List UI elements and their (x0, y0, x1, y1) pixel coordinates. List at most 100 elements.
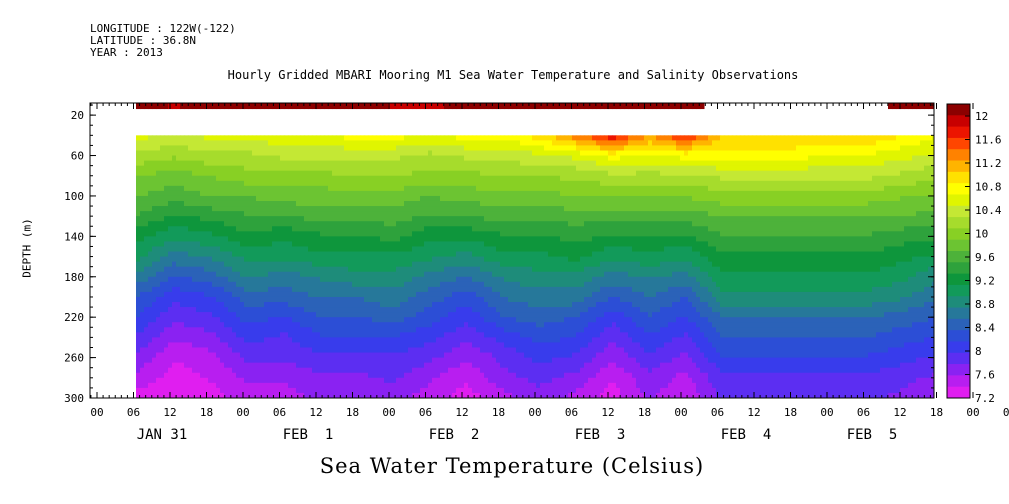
heatmap-cell (316, 251, 321, 258)
heatmap-cell (292, 302, 297, 308)
heatmap-cell (420, 392, 425, 398)
heatmap-cell (344, 216, 349, 222)
heatmap-cell (252, 251, 257, 258)
heatmap-cell (164, 392, 169, 398)
heatmap-cell (136, 342, 141, 348)
heatmap-cell (376, 322, 381, 328)
heatmap-cell (312, 211, 317, 217)
heatmap-cell (324, 165, 329, 172)
heatmap-cell (344, 251, 349, 258)
heatmap-cell (464, 312, 469, 318)
heatmap-cell (508, 165, 513, 172)
heatmap-cell (228, 256, 233, 263)
heatmap-cell (216, 195, 221, 202)
heatmap-cell (416, 261, 421, 268)
heatmap-cell (448, 150, 453, 157)
heatmap-cell (336, 236, 341, 242)
heatmap-cell (392, 185, 397, 192)
heatmap-cell (432, 256, 437, 263)
heatmap-cell (148, 155, 153, 162)
heatmap-cell (280, 266, 285, 273)
heatmap-cell (168, 271, 173, 278)
heatmap-cell (292, 347, 297, 354)
heatmap-cell (456, 367, 461, 374)
heatmap-cell (148, 302, 153, 308)
heatmap-cell (236, 231, 241, 237)
heatmap-cell (224, 271, 229, 278)
heatmap-cell (384, 256, 389, 263)
heatmap-cell (396, 251, 401, 258)
heatmap-cell (292, 155, 297, 162)
heatmap-cell (304, 357, 309, 364)
heatmap-cell (508, 150, 513, 157)
heatmap-cell (156, 135, 161, 141)
heatmap-cell (488, 211, 493, 217)
heatmap-cell (240, 170, 245, 177)
heatmap-cell (184, 160, 189, 167)
heatmap-cell (252, 175, 257, 182)
heatmap-cell (168, 135, 173, 141)
heatmap-cell (484, 200, 489, 207)
heatmap-cell (484, 251, 489, 258)
heatmap-cell (428, 322, 433, 328)
heatmap-cell (236, 160, 241, 167)
heatmap-cell (444, 392, 449, 398)
heatmap-cell (304, 206, 309, 212)
heatmap-cell (416, 322, 421, 328)
heatmap-cell (204, 291, 209, 298)
heatmap-cell (276, 135, 281, 141)
heatmap-cell (248, 216, 253, 222)
heatmap-cell (196, 180, 201, 187)
heatmap-cell (240, 256, 245, 263)
heatmap-cell (444, 276, 449, 283)
heatmap-cell (236, 352, 241, 359)
heatmap-cell (408, 231, 413, 237)
heatmap-cell (456, 251, 461, 258)
heatmap-cell (208, 175, 213, 182)
heatmap-cell (244, 226, 249, 232)
heatmap-cell (140, 317, 145, 323)
heatmap-cell (140, 226, 145, 232)
heatmap-cell (200, 382, 205, 389)
heatmap-cell (472, 195, 477, 202)
heatmap-cell (364, 377, 369, 384)
heatmap-cell (360, 175, 365, 182)
heatmap-cell (144, 372, 149, 379)
heatmap-cell (416, 206, 421, 212)
heatmap-cell (292, 140, 297, 146)
heatmap-cell (328, 241, 333, 247)
heatmap-cell (168, 145, 173, 151)
heatmap-cell (376, 216, 381, 222)
heatmap-cell (396, 312, 401, 318)
heatmap-cell (172, 286, 177, 293)
heatmap-cell (228, 226, 233, 232)
heatmap-cell (232, 231, 237, 237)
heatmap-cell (408, 200, 413, 207)
heatmap-cell (288, 246, 293, 253)
heatmap-cell (300, 362, 305, 369)
heatmap-cell (484, 307, 489, 313)
heatmap-cell (404, 190, 409, 197)
heatmap-cell (340, 302, 345, 308)
heatmap-cell (180, 337, 185, 343)
heatmap-cell (276, 347, 281, 354)
heatmap-cell (212, 317, 217, 323)
heatmap-cell (244, 155, 249, 162)
heatmap-cell (396, 216, 401, 222)
heatmap-cell (356, 352, 361, 359)
heatmap-cell (480, 382, 485, 389)
heatmap-cell (464, 367, 469, 374)
heatmap-cell (368, 103, 373, 110)
heatmap-cell (136, 332, 141, 338)
heatmap-cell (272, 286, 277, 293)
heatmap-cell (164, 387, 169, 394)
heatmap-cell (252, 312, 257, 318)
heatmap-cell (204, 211, 209, 217)
heatmap-cell (416, 170, 421, 177)
heatmap-cell (248, 286, 253, 293)
heatmap-cell (208, 140, 213, 146)
heatmap-cell (512, 140, 517, 146)
heatmap-cell (264, 302, 269, 308)
heatmap-cell (468, 322, 473, 328)
heatmap-cell (456, 185, 461, 192)
